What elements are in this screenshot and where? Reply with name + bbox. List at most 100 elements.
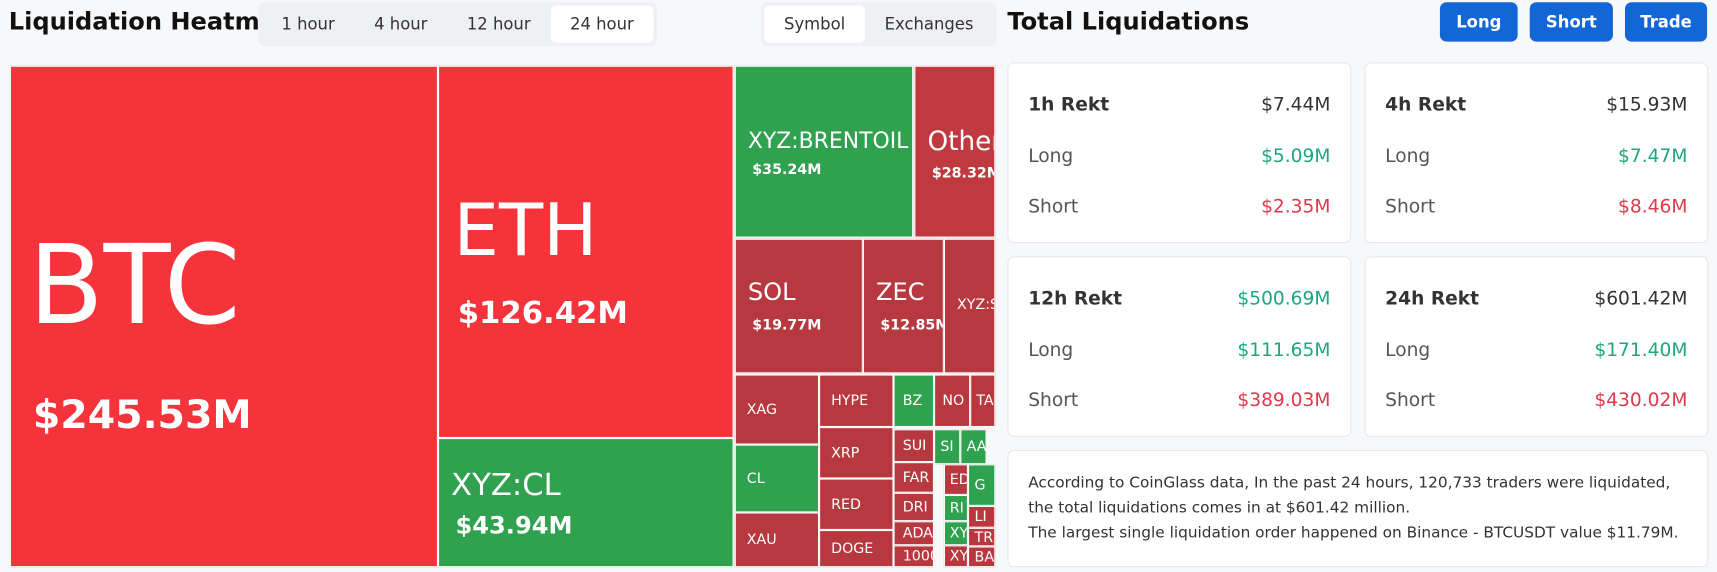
tile-label: BZ [902,393,923,410]
card-header: 1h Rekt $7.44M [1028,94,1330,116]
tile[interactable]: TA [970,374,996,428]
button[interactable]: Trade [1624,2,1708,42]
card-row: Short $8.46M [1385,196,1687,218]
tile-label: XYZ:S [957,296,996,314]
tile-value: $12.85M [880,317,944,334]
view-tab[interactable]: Exchanges [884,14,974,34]
button[interactable]: Short [1529,2,1613,42]
row-label: Short [1385,389,1436,412]
tile[interactable]: XYZ:CL $43.94M [438,438,734,568]
heatmap: BTC $245.53M ETH $126.42M XYZ:CL $43.94M XYZ:B… [9,65,996,568]
tile[interactable]: SUI [893,429,935,463]
tile[interactable]: TR [967,527,996,547]
note-line: The largest single liquidation order hap… [1028,524,1679,543]
tile[interactable]: Other $28.32M [914,65,996,238]
tile[interactable]: 1000 [893,545,935,568]
row-label: Short [1028,196,1079,218]
rekt-card: 12h Rekt $500.69M Long $111.65M Short $389.03… [1007,256,1352,437]
time-tab[interactable]: 24 hour [550,5,654,43]
time-tab[interactable]: 12 hour [466,14,531,34]
tile[interactable]: NO [934,374,971,428]
tile[interactable]: ZEC $12.85M [862,238,944,374]
card-row: Long $5.09M [1028,146,1330,168]
row-label: Long [1028,339,1074,362]
tile[interactable]: SI [934,429,961,465]
tile[interactable]: BTC $245.53M [9,65,438,568]
tile-label: RED [831,496,861,514]
note: According to CoinGlass data, In the past… [1007,450,1709,568]
tile-label: ETH [453,188,598,273]
card-total: $15.93M [1606,94,1688,117]
row-label: Short [1385,196,1436,218]
tile-label: RI [949,500,964,517]
tile[interactable]: ADA [893,521,935,546]
card-row: Short $2.35M [1028,196,1330,218]
time-tab[interactable]: 1 hour [281,14,335,34]
tile[interactable]: XY [943,545,968,568]
tile[interactable]: RI [943,494,968,522]
tile[interactable]: XAG [734,374,820,445]
card-row: Short $430.02M [1385,390,1687,412]
tile[interactable]: SOL $19.77M [734,238,863,374]
tile-value: $245.53M [32,393,252,438]
tile[interactable]: FAR [893,462,935,493]
tile[interactable]: RED [819,478,894,530]
card-title: 4h Rekt [1385,94,1467,117]
row-label: Long [1385,145,1431,168]
tile[interactable]: XYZ:S [943,238,996,374]
card-header: 12h Rekt $500.69M [1028,288,1330,310]
card-header: 24h Rekt $601.42M [1385,288,1687,310]
tile-label: BTC [28,221,241,350]
tile-label: DRI [902,499,928,516]
rekt-card: 24h Rekt $601.42M Long $171.40M Short $430.02… [1364,256,1709,437]
tile-label: XYZ:CL [451,466,561,503]
card-header: 4h Rekt $15.93M [1385,94,1687,116]
summary-title: Total Liquidations [1007,8,1250,37]
card-title: 12h Rekt [1028,287,1123,310]
tile-label: XAU [746,532,777,549]
tile[interactable]: CL [734,444,820,513]
tile-value: $28.32M [931,165,996,182]
row-value: $430.02M [1594,389,1688,412]
tile[interactable]: XRP [819,427,894,479]
tile-label: NO [942,393,965,410]
tile-label: TA [976,393,994,410]
card-row: Long $7.47M [1385,146,1687,168]
tile-label: XY [949,525,968,543]
button[interactable]: Long [1439,2,1518,42]
tile[interactable]: DOGE [819,529,894,568]
tile[interactable]: G [967,464,996,506]
time-tab[interactable]: 4 hour [374,14,428,34]
tile[interactable]: ETH $126.42M [438,65,734,438]
tile[interactable]: BA [967,546,996,568]
tile-label: AA [966,439,987,456]
time-tabs: 1 hour 4 hour 12 hour 24 hour [258,2,657,46]
card-total: $500.69M [1237,287,1331,310]
tile[interactable]: DRI [893,492,935,522]
tile-label: Other [927,125,996,157]
tile-label: ADA [902,525,933,543]
tile[interactable]: LI [967,505,996,528]
tile-label: XRP [831,445,860,462]
heatmap-title: Liquidation Heatmap [8,8,294,37]
rekt-card: 1h Rekt $7.44M Long $5.09M Short $2.35M [1007,62,1352,244]
row-label: Short [1028,389,1079,412]
tile[interactable]: AA [960,429,987,465]
tile[interactable]: BZ [893,374,935,428]
card-total: $7.44M [1261,94,1331,117]
tile[interactable]: XAU [734,512,820,568]
view-tab[interactable]: Symbol [764,5,865,43]
tile-label: XAG [746,401,778,419]
tile[interactable]: XYZ:BRENTOIL $35.24M [734,65,914,238]
tile[interactable]: ED [943,464,968,495]
note-line: According to CoinGlass data, In the past… [1028,474,1671,517]
tile-label: LI [974,509,987,526]
tile[interactable]: XY [943,521,968,546]
tile-value: $35.24M [752,162,822,179]
tile[interactable]: HYPE [819,374,894,428]
tile-value: $19.77M [752,317,822,334]
card-title: 1h Rekt [1028,94,1110,117]
row-label: Long [1028,145,1074,168]
